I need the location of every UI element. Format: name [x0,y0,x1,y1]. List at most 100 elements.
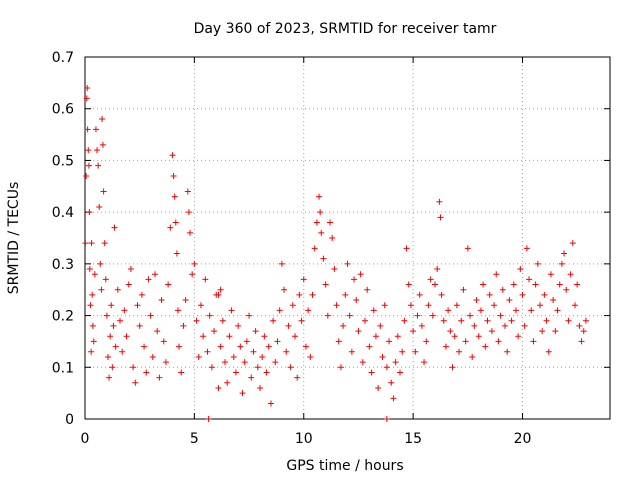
data-point [421,359,428,366]
data-point [94,147,101,154]
y-tick-label: 0.4 [52,205,74,221]
data-point [254,364,261,371]
data-point [351,276,358,283]
data-point [436,198,443,205]
data-point [114,286,121,293]
data-point [414,312,421,319]
data-point [108,302,115,309]
data-point [464,245,471,252]
data-point [521,322,528,329]
data-point [547,271,554,278]
data-point [471,322,478,329]
data-point [132,379,139,386]
data-point [180,322,187,329]
data-point [305,307,312,314]
data-point [567,271,574,278]
data-point [160,338,167,345]
data-point [320,255,327,262]
data-point [184,188,191,195]
data-point [475,333,482,340]
x-tick-label: 20 [514,431,532,447]
data-point [565,317,572,324]
data-point [458,317,465,324]
data-point [578,338,585,345]
data-point [493,271,500,278]
data-point [95,162,102,169]
data-point [224,379,231,386]
x-axis-label: GPS time / hours [286,458,403,474]
data-point [537,302,543,309]
data-point [83,95,90,102]
data-point [169,152,176,159]
data-point [488,328,495,335]
data-point [322,281,329,288]
data-point [340,322,347,329]
data-point [106,374,113,381]
data-point [206,312,213,319]
data-point [111,224,118,231]
data-point [502,322,508,329]
data-point [143,369,150,376]
data-point [193,317,200,324]
data-point [574,281,581,288]
data-point [484,317,491,324]
data-point [162,359,169,366]
data-point [298,317,305,324]
data-point [416,291,423,298]
data-point [506,297,513,304]
data-point [316,193,323,200]
data-point [449,364,456,371]
data-point [344,260,351,267]
data-point [174,307,181,314]
data-point [563,286,570,293]
data-point [119,348,126,355]
data-point [248,374,255,381]
data-point [296,291,303,298]
data-point [460,286,467,293]
data-point [572,302,578,309]
data-point [539,328,546,335]
data-point [377,322,384,329]
data-point [267,400,274,407]
data-point [359,359,366,366]
data-point [394,333,401,340]
data-point [88,348,95,355]
data-point [189,271,196,278]
data-point [510,281,517,288]
data-point [173,250,180,257]
data-point [211,328,218,335]
data-point [337,364,344,371]
data-point [82,240,89,247]
data-point [467,312,473,319]
data-point [149,353,156,360]
data-point [348,348,355,355]
data-point [528,307,535,314]
y-tick-label: 0.3 [52,257,74,273]
data-point [285,322,292,329]
data-point [357,271,364,278]
data-point [386,338,393,345]
data-point [92,126,99,133]
data-point [499,286,506,293]
data-point [497,312,504,319]
data-point [403,245,410,252]
x-tick-label: 15 [404,431,422,447]
data-point [141,343,148,350]
data-point [425,302,432,309]
data-point [97,260,104,267]
data-point [90,338,97,345]
data-point [243,338,250,345]
data-point [390,395,397,402]
data-point [331,266,338,273]
y-axis-label: SRMTID / TECUs [6,182,22,295]
data-point [289,302,296,309]
data-point [550,297,557,304]
chart-title: Day 360 of 2023, SRMTID for receiver tam… [194,21,497,37]
data-point [292,333,298,340]
data-point [170,172,177,179]
data-point [127,266,134,273]
data-point [88,240,95,247]
data-point [259,353,266,360]
data-point [418,322,425,329]
data-point [552,328,559,335]
